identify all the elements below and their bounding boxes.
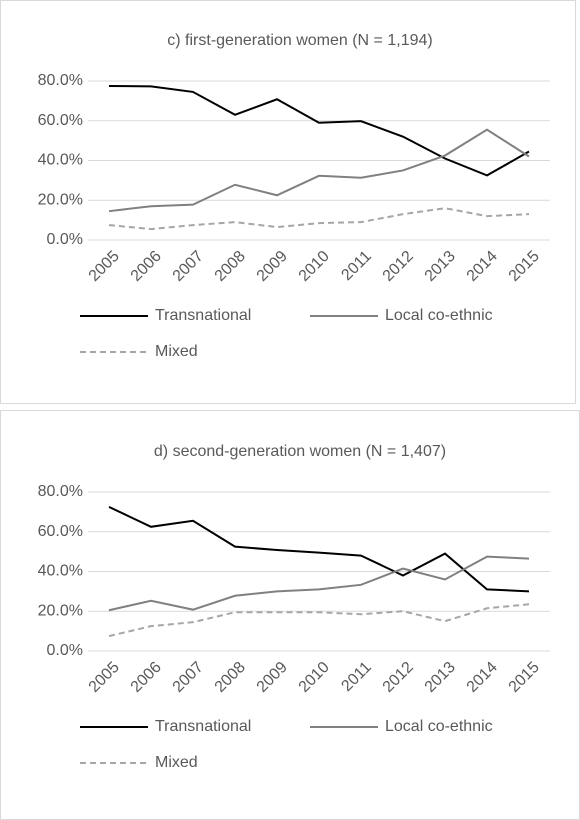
y-tick-label: 60.0% xyxy=(38,112,83,129)
x-tick-label: 2008 xyxy=(212,659,249,696)
chart-title: c) first-generation women (N = 1,194) xyxy=(167,32,432,49)
legend-label: Transnational xyxy=(155,718,251,735)
x-tick-label: 2013 xyxy=(422,248,459,285)
x-tick-label: 2006 xyxy=(128,248,165,285)
series-line xyxy=(108,207,530,231)
y-tick-label: 80.0% xyxy=(38,483,83,500)
y-tick-label: 40.0% xyxy=(38,563,83,580)
x-tick-label: 2011 xyxy=(338,659,374,695)
panel-border xyxy=(0,0,576,404)
x-tick-label: 2015 xyxy=(506,659,543,696)
x-tick-label: 2012 xyxy=(380,659,417,696)
y-tick-label: 0.0% xyxy=(47,231,83,248)
x-tick-label: 2012 xyxy=(380,248,417,285)
x-tick-label: 2009 xyxy=(254,248,291,285)
x-tick-label: 2010 xyxy=(296,248,333,285)
legend-label: Transnational xyxy=(155,307,251,324)
legend-label: Mixed xyxy=(155,343,198,360)
chart-title: d) second-generation women (N = 1,407) xyxy=(154,443,446,460)
x-tick-label: 2010 xyxy=(296,659,333,696)
series-line xyxy=(108,603,530,638)
x-tick-label: 2005 xyxy=(86,659,123,696)
x-tick-label: 2011 xyxy=(338,248,374,284)
y-tick-label: 20.0% xyxy=(38,602,83,619)
series-line xyxy=(108,555,530,612)
x-tick-label: 2007 xyxy=(170,659,207,696)
series-line xyxy=(108,506,530,593)
x-tick-label: 2014 xyxy=(464,248,501,285)
y-tick-label: 40.0% xyxy=(38,152,83,169)
y-tick-label: 20.0% xyxy=(38,191,83,208)
panel-border xyxy=(0,410,580,820)
x-tick-label: 2009 xyxy=(254,659,291,696)
y-tick-label: 0.0% xyxy=(47,642,83,659)
series-line xyxy=(108,128,530,213)
x-tick-label: 2013 xyxy=(422,659,459,696)
series-line xyxy=(108,84,530,177)
y-tick-label: 60.0% xyxy=(38,523,83,540)
legend-label: Mixed xyxy=(155,754,198,771)
legend-label: Local co-ethnic xyxy=(385,718,493,735)
x-tick-label: 2014 xyxy=(464,659,501,696)
x-tick-label: 2006 xyxy=(128,659,165,696)
x-tick-label: 2015 xyxy=(506,248,543,285)
y-tick-label: 80.0% xyxy=(38,72,83,89)
legend-label: Local co-ethnic xyxy=(385,307,493,324)
x-tick-label: 2008 xyxy=(212,248,249,285)
x-tick-label: 2007 xyxy=(170,248,207,285)
x-tick-label: 2005 xyxy=(86,248,123,285)
